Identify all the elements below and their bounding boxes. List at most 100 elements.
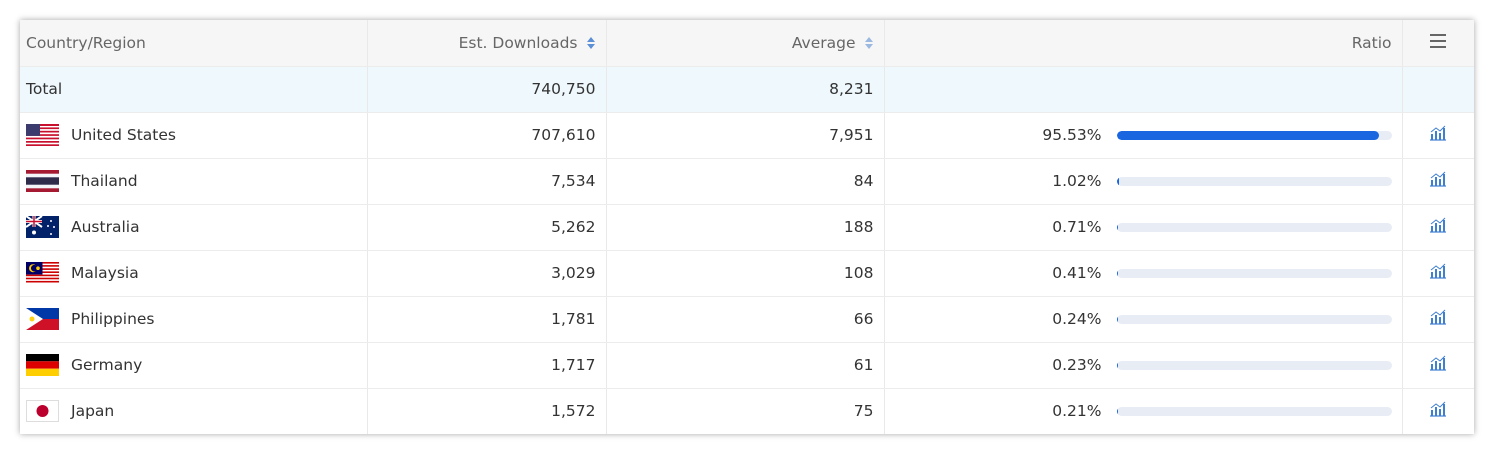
country-name: Japan (71, 402, 115, 421)
country-name: Thailand (71, 172, 138, 190)
cell: 0.21% (884, 388, 1403, 434)
cell (884, 66, 1403, 113)
header-text: Ratio (1351, 33, 1392, 52)
cell: 707,610 (367, 112, 607, 159)
sort-icon[interactable] (864, 36, 874, 50)
cell: Malaysia (20, 250, 368, 297)
cell: United States (20, 112, 368, 159)
flag-icon (26, 354, 59, 376)
cell (1402, 342, 1474, 389)
cell (1402, 388, 1474, 434)
ratio-label: 0.23% (1052, 356, 1102, 374)
ratio-cell: 0.24% (895, 310, 1392, 328)
cell: Thailand (20, 158, 368, 205)
data-row: Australia 5,262 188 0.71% (20, 204, 1474, 251)
cell: 0.41% (884, 250, 1403, 297)
column-header[interactable]: Est. Downloads (367, 20, 607, 67)
cell: 84 (606, 158, 885, 205)
cell: Germany (20, 342, 368, 389)
header-row: Country/Region Est. Downloads Average Ra… (20, 20, 1474, 67)
trend-icon[interactable] (1429, 125, 1447, 141)
country-name: Germany (71, 356, 143, 374)
ratio-label: 95.53% (1042, 126, 1102, 144)
flag-icon (26, 170, 59, 192)
data-row: Japan 1,572 75 0.21% (20, 388, 1474, 434)
bar-track (1116, 130, 1392, 140)
ratio-label: 0.24% (1052, 310, 1102, 328)
cell: 66 (606, 296, 885, 343)
cell: 5,262 (367, 204, 607, 251)
header-text: Country/Region (26, 33, 146, 52)
cell: 3,029 (367, 250, 607, 297)
header-text: Average (791, 33, 856, 52)
data-table: Country/Region Est. Downloads Average Ra… (20, 20, 1474, 434)
cell (1402, 112, 1474, 159)
table-panel: Country/Region Est. Downloads Average Ra… (20, 20, 1474, 434)
country-cell: Philippines (26, 308, 357, 330)
trend-icon[interactable] (1429, 355, 1447, 371)
ratio-label: 0.21% (1052, 402, 1102, 421)
cell: 0.71% (884, 204, 1403, 251)
total-row: Total 740,750 8,231 (20, 66, 1474, 113)
cell (1402, 204, 1474, 251)
column-header: Country/Region (20, 20, 368, 67)
ratio-cell: 0.21% (895, 402, 1392, 420)
cell: 95.53% (884, 112, 1403, 159)
cell: 1,572 (367, 388, 607, 434)
country-name: Australia (71, 218, 140, 236)
ratio-bar (1116, 222, 1119, 232)
cell: 0.24% (884, 296, 1403, 343)
trend-icon[interactable] (1429, 217, 1447, 233)
column-header[interactable]: Average (606, 20, 885, 67)
trend-icon[interactable] (1429, 171, 1447, 187)
cell: 75 (606, 388, 885, 434)
cell: 7,534 (367, 158, 607, 205)
cell: 8,231 (606, 66, 885, 113)
bar-track (1116, 360, 1392, 370)
trend-icon[interactable] (1429, 401, 1447, 417)
trend-icon[interactable] (1429, 263, 1447, 279)
cell: 1.02% (884, 158, 1403, 205)
flag-icon (26, 262, 59, 284)
bar-track (1116, 222, 1392, 232)
ratio-cell: 95.53% (895, 126, 1392, 144)
ratio-bar (1116, 314, 1118, 324)
cell: 1,717 (367, 342, 607, 389)
country-name: Philippines (71, 310, 155, 328)
bar-track (1116, 176, 1392, 186)
data-row: Thailand 7,534 84 1.02% (20, 158, 1474, 205)
column-header: Ratio (884, 20, 1403, 67)
sort-icon[interactable] (586, 36, 596, 50)
cell: 740,750 (367, 66, 607, 113)
cell: Australia (20, 204, 368, 251)
ratio-cell: 0.71% (895, 218, 1392, 236)
ratio-cell: 0.41% (895, 264, 1392, 282)
bar-track (1116, 268, 1392, 278)
ratio-bar (1116, 406, 1118, 416)
cell: 61 (606, 342, 885, 389)
cell: Japan (20, 388, 368, 434)
country-cell: United States (26, 124, 357, 146)
flag-icon (26, 124, 59, 146)
ratio-bar (1116, 268, 1118, 278)
cell: 7,951 (606, 112, 885, 159)
trend-icon[interactable] (1429, 309, 1447, 325)
bar-track (1116, 314, 1392, 324)
flag-icon (26, 400, 59, 423)
cell: 1,781 (367, 296, 607, 343)
country-cell: Japan (26, 400, 357, 423)
ratio-bar (1116, 130, 1380, 140)
data-row: United States 707,610 7,951 95.53% (20, 112, 1474, 159)
menu-icon[interactable] (1429, 33, 1447, 49)
cell: 0.23% (884, 342, 1403, 389)
ratio-cell: 1.02% (895, 172, 1392, 190)
ratio-label: 1.02% (1052, 172, 1102, 190)
cell (1402, 158, 1474, 205)
country-name: United States (71, 126, 176, 144)
ratio-cell: 0.23% (895, 356, 1392, 374)
data-row: Philippines 1,781 66 0.24% (20, 296, 1474, 343)
country-cell: Germany (26, 354, 357, 376)
country-name: Malaysia (71, 264, 139, 282)
flag-icon (26, 216, 59, 238)
menu-cell[interactable] (1402, 20, 1474, 67)
